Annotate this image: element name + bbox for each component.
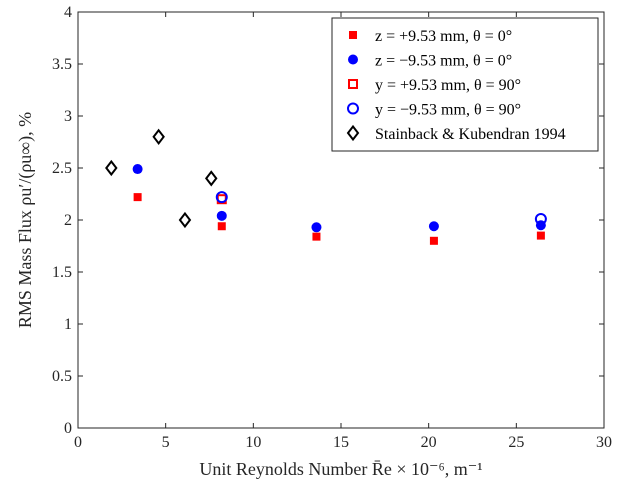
legend-box	[331, 17, 599, 152]
data-point-series-1	[133, 193, 142, 202]
data-point-series-1	[429, 236, 438, 245]
axis-ticks: 0 5 10 15 20 25 30 0 0.5 1 1.5 2 2.5 3 3.5 4	[52, 4, 612, 451]
legend-marker-2	[348, 54, 358, 65]
data-point-series-2	[132, 164, 143, 175]
legend: z = +9.53 mm, θ = 0° z = −9.53 mm, θ = 0°…	[331, 17, 599, 152]
x-tick-label: 15	[333, 434, 349, 451]
x-tick-label: 10	[245, 434, 261, 451]
y-axis-label: RMS Mass Flux ρu′/(ρu∞), %	[15, 112, 36, 328]
data-point-series-5	[105, 159, 118, 177]
y-tick-label: 3.5	[52, 56, 72, 73]
y-tick-label: 1.5	[52, 264, 72, 281]
y-tick-label: 0	[64, 420, 72, 437]
data-point-series-2	[216, 210, 227, 221]
legend-marker-3	[348, 79, 358, 89]
x-tick-label: 30	[596, 434, 612, 451]
x-tick-label: 0	[74, 434, 82, 451]
y-tick-label: 3	[64, 108, 72, 125]
data-point-series-1	[536, 231, 545, 240]
data-point-series-4	[534, 212, 547, 225]
data-point-series-2	[428, 221, 439, 232]
legend-entry-label: y = −9.53 mm, θ = 90°	[375, 102, 521, 119]
y-tick-label: 1	[64, 316, 72, 333]
legend-entry-label: y = +9.53 mm, θ = 90°	[375, 77, 521, 94]
x-axis-label: Unit Reynolds Number R̄e × 10⁻⁶, m⁻¹	[199, 459, 482, 479]
y-tick-label: 2	[64, 212, 72, 229]
y-tick-label: 2.5	[52, 160, 72, 177]
data-point-series-1	[312, 232, 321, 241]
data-point-series-1	[217, 222, 226, 231]
x-tick-label: 5	[162, 434, 170, 451]
data-point-series-5	[152, 128, 165, 145]
y-tick-label: 4	[64, 4, 72, 21]
y-tick-label: 0.5	[52, 368, 72, 385]
legend-marker-1	[349, 31, 357, 39]
legend-entry-label: z = −9.53 mm, θ = 0°	[375, 53, 512, 70]
legend-entry-label: Stainback & Kubendran 1994	[375, 126, 566, 143]
legend-marker-5	[346, 124, 360, 142]
legend-entry-label: z = +9.53 mm, θ = 0°	[375, 28, 512, 45]
legend-marker-4	[347, 102, 359, 115]
data-points	[105, 128, 547, 245]
data-point-series-5	[178, 211, 192, 229]
data-point-series-4	[215, 191, 228, 204]
x-tick-label: 25	[508, 434, 524, 451]
data-point-series-2	[311, 222, 322, 233]
data-point-series-5	[204, 170, 218, 187]
x-tick-label: 20	[421, 434, 437, 451]
